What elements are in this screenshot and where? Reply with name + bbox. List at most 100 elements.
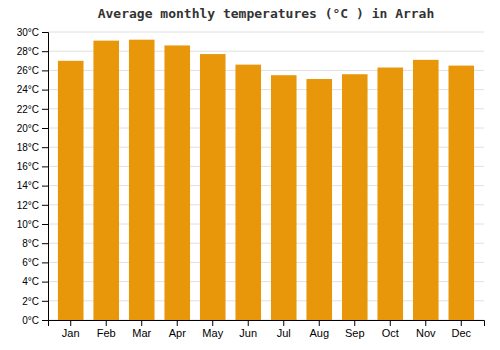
bar bbox=[342, 74, 368, 320]
tick-label: 10°C bbox=[17, 219, 39, 230]
tick: Jun bbox=[239, 320, 257, 339]
axis-line bbox=[49, 321, 485, 327]
tick: 10°C bbox=[17, 219, 48, 230]
tick-mark bbox=[461, 320, 462, 326]
tick-label: Jul bbox=[277, 327, 291, 339]
tick-label: May bbox=[202, 327, 223, 339]
tick: Aug bbox=[309, 320, 329, 339]
tick: 6°C bbox=[22, 257, 48, 268]
tick: Dec bbox=[451, 320, 471, 339]
tick-mark bbox=[42, 51, 48, 52]
tick-mark bbox=[354, 320, 355, 326]
tick-mark bbox=[177, 320, 178, 326]
tick: 4°C bbox=[22, 276, 48, 287]
tick: 14°C bbox=[17, 180, 48, 191]
tick-mark bbox=[42, 224, 48, 225]
tick-label: Feb bbox=[97, 327, 116, 339]
tick: 24°C bbox=[17, 84, 48, 95]
grid bbox=[48, 32, 484, 320]
bar bbox=[377, 68, 403, 320]
tick: Oct bbox=[382, 320, 399, 339]
tick: 2°C bbox=[22, 296, 48, 307]
tick-mark bbox=[42, 243, 48, 244]
tick-mark bbox=[70, 320, 71, 326]
chart: Jan Feb Mar Apr May Jun Jul Aug Sep Oct Nov Dec 0°C 2… bbox=[0, 0, 500, 350]
tick-label: Sep bbox=[345, 327, 365, 339]
tick-label: 28°C bbox=[17, 46, 39, 57]
tick-label: 18°C bbox=[17, 142, 39, 153]
tick-mark bbox=[42, 90, 48, 91]
tick-label: Apr bbox=[169, 327, 186, 339]
bar bbox=[448, 66, 474, 320]
tick-mark bbox=[106, 320, 107, 326]
tick-label: Aug bbox=[309, 327, 329, 339]
tick-mark bbox=[42, 262, 48, 263]
bar bbox=[129, 40, 155, 320]
tick: 30°C bbox=[17, 27, 48, 38]
tick-label: Mar bbox=[132, 327, 151, 339]
tick-mark bbox=[42, 282, 48, 283]
tick-mark bbox=[425, 320, 426, 326]
tick-label: Dec bbox=[451, 327, 471, 339]
tick-label: 20°C bbox=[17, 123, 39, 134]
tick-mark bbox=[42, 186, 48, 187]
tick-mark bbox=[141, 320, 142, 326]
axis-line bbox=[42, 33, 49, 321]
tick-label: Nov bbox=[416, 327, 436, 339]
tick-label: 6°C bbox=[22, 257, 39, 268]
bar bbox=[413, 60, 439, 320]
tick-label: Jan bbox=[62, 327, 80, 339]
tick-label: 12°C bbox=[17, 200, 39, 211]
x-axis: Jan Feb Mar Apr May Jun Jul Aug Sep Oct Nov Dec bbox=[49, 320, 485, 339]
tick-mark bbox=[212, 320, 213, 326]
tick-label: 30°C bbox=[17, 27, 39, 38]
tick: Sep bbox=[345, 320, 365, 339]
tick: Feb bbox=[97, 320, 116, 339]
tick: Apr bbox=[169, 320, 186, 339]
tick: 22°C bbox=[17, 104, 48, 115]
tick-mark bbox=[42, 70, 48, 71]
plot-area: Jan Feb Mar Apr May Jun Jul Aug Sep Oct Nov Dec 0°C 2… bbox=[17, 27, 485, 339]
tick-mark bbox=[42, 301, 48, 302]
tick: 28°C bbox=[17, 46, 48, 57]
tick-mark bbox=[42, 320, 48, 321]
y-axis: 0°C 2°C 4°C 6°C 8°C 10°C 12°C 14°C 16°C 18°C 20°C 2… bbox=[17, 27, 49, 326]
tick-label: 4°C bbox=[22, 276, 39, 287]
tick: 18°C bbox=[17, 142, 48, 153]
grid-line bbox=[48, 32, 484, 33]
bar bbox=[306, 79, 332, 320]
bar bbox=[164, 45, 190, 320]
tick-label: 26°C bbox=[17, 65, 39, 76]
tick: 20°C bbox=[17, 123, 48, 134]
bar bbox=[200, 54, 226, 320]
bar bbox=[271, 75, 297, 320]
tick-label: 2°C bbox=[22, 296, 39, 307]
tick-label: Jun bbox=[239, 327, 257, 339]
tick-label: 8°C bbox=[22, 238, 39, 249]
tick: 0°C bbox=[22, 315, 48, 326]
tick-label: 14°C bbox=[17, 180, 39, 191]
tick: 8°C bbox=[22, 238, 48, 249]
tick-mark bbox=[390, 320, 391, 326]
tick: Jul bbox=[277, 320, 291, 339]
tick: Mar bbox=[132, 320, 151, 339]
tick-label: 0°C bbox=[22, 315, 39, 326]
tick-mark bbox=[319, 320, 320, 326]
tick-mark bbox=[283, 320, 284, 326]
tick-mark bbox=[42, 32, 48, 33]
tick-label: 16°C bbox=[17, 161, 39, 172]
tick: 12°C bbox=[17, 200, 48, 211]
tick-mark bbox=[42, 147, 48, 148]
tick-mark bbox=[248, 320, 249, 326]
bars bbox=[58, 40, 474, 320]
tick-mark bbox=[42, 166, 48, 167]
tick-mark bbox=[42, 128, 48, 129]
tick: Nov bbox=[416, 320, 436, 339]
tick-label: 24°C bbox=[17, 84, 39, 95]
bar bbox=[93, 41, 119, 320]
tick-label: 22°C bbox=[17, 104, 39, 115]
tick-mark bbox=[42, 205, 48, 206]
tick-label: Oct bbox=[382, 327, 399, 339]
title: Average monthly temperatures (°C ) in Ar… bbox=[98, 6, 435, 21]
bar bbox=[58, 61, 84, 320]
